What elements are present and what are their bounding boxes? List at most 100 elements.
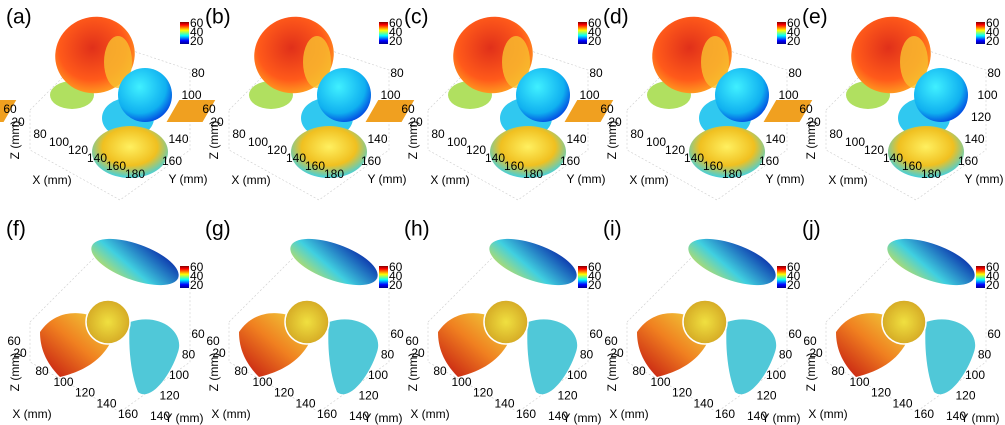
x-tick-label: 80: [829, 127, 843, 141]
bust-base: [291, 126, 367, 178]
z-tick-label: 20: [610, 346, 624, 360]
axes-box: [29, 251, 191, 413]
y-tick-label: 120: [557, 389, 577, 403]
colorbar: [180, 22, 189, 44]
colorbar-tick-label: 60: [389, 16, 403, 30]
z-axis-label: Z (mm): [207, 121, 221, 160]
orange-block: [564, 100, 614, 122]
x-tick-label: 80: [632, 364, 646, 378]
colorbar-tick-label: 20: [588, 34, 602, 48]
blade-blue: [489, 238, 577, 286]
y-axis-label: Y (mm): [367, 172, 406, 186]
z-tick-label: 20: [409, 115, 423, 129]
y-tick-label: 100: [965, 368, 985, 382]
z-tick-label: 20: [11, 115, 25, 129]
x-axis-label: X (mm): [410, 407, 449, 421]
x-tick-label: 120: [68, 143, 88, 157]
y-tick-label: 100: [579, 88, 599, 102]
blade-blue: [688, 238, 776, 286]
y-tick-label: 140: [747, 409, 767, 423]
x-tick-label: 120: [75, 386, 95, 400]
y-axis-label: Y (mm): [765, 172, 804, 186]
blade-cyan: [129, 319, 180, 395]
axes-box: [825, 39, 987, 201]
y-tick-label: 100: [778, 88, 798, 102]
x-tick-label: 140: [892, 396, 912, 410]
x-tick-label: 140: [87, 151, 107, 165]
y-tick-label: 140: [765, 132, 785, 146]
x-tick-label: 140: [684, 151, 704, 165]
x-tick-label: 120: [871, 386, 891, 400]
x-tick-label: 120: [267, 143, 287, 157]
panel-label: (j): [802, 218, 821, 241]
z-tick-label: 20: [807, 115, 821, 129]
y-tick-label: 140: [548, 409, 568, 423]
z-axis-label: Z (mm): [207, 353, 221, 392]
colorbar-tick-label: 60: [389, 260, 403, 274]
blade-blue: [887, 238, 975, 286]
y-tick-label: 140: [349, 409, 369, 423]
y-tick-label: 100: [181, 88, 201, 102]
z-tick-label: 20: [210, 115, 224, 129]
hub: [682, 299, 728, 345]
z-axis-label: Z (mm): [406, 353, 420, 392]
x-tick-label: 160: [106, 159, 126, 173]
y-tick-label: 80: [580, 348, 594, 362]
x-tick-label: 80: [831, 364, 845, 378]
x-tick-label: 160: [516, 407, 536, 421]
hub: [284, 299, 330, 345]
colorbar: [379, 22, 388, 44]
colorbar-tick-label: 60: [588, 16, 602, 30]
blade-cyan: [726, 319, 777, 395]
bust-base: [92, 126, 168, 178]
colorbar-tick-label: 40: [588, 25, 602, 39]
head-side: [104, 36, 132, 88]
colorbar-tick-label: 60: [787, 260, 801, 274]
colorbar-tick-label: 20: [986, 278, 1000, 292]
z-tick-label: 20: [608, 115, 622, 129]
colorbar-tick-label: 40: [190, 25, 204, 39]
x-tick-label: 180: [523, 167, 543, 181]
colorbar-tick-label: 60: [190, 260, 204, 274]
colorbar-tick-label: 40: [588, 269, 602, 283]
colorbar-tick-label: 40: [389, 269, 403, 283]
colorbar: [777, 266, 786, 288]
x-tick-label: 80: [35, 364, 49, 378]
colorbar-tick-label: 20: [389, 278, 403, 292]
x-tick-label: 120: [665, 143, 685, 157]
x-tick-label: 120: [274, 386, 294, 400]
x-tick-label: 80: [630, 127, 644, 141]
z-axis-label: Z (mm): [605, 121, 619, 160]
x-tick-label: 140: [96, 396, 116, 410]
colorbar-tick-label: 40: [389, 25, 403, 39]
blade-cyan: [328, 319, 379, 395]
y-tick-label: 160: [361, 154, 381, 168]
bust-head: [516, 68, 570, 122]
x-tick-label: 100: [845, 135, 865, 149]
z-axis-label: Z (mm): [406, 121, 420, 160]
colorbar-tick-label: 20: [588, 278, 602, 292]
x-axis-label: X (mm): [231, 173, 270, 187]
panel-label: (d): [603, 6, 629, 29]
colorbar-tick-label: 40: [986, 269, 1000, 283]
head-side: [900, 36, 928, 88]
x-tick-label: 160: [317, 407, 337, 421]
z-tick-label: 60: [3, 102, 17, 116]
z-axis-label: Z (mm): [605, 353, 619, 392]
x-axis-label: X (mm): [211, 407, 250, 421]
orange-block: [166, 100, 216, 122]
y-tick-label: 120: [971, 110, 991, 124]
head-side: [502, 36, 530, 88]
y-tick-label: 120: [756, 389, 776, 403]
x-tick-label: 100: [447, 135, 467, 149]
x-axis-label: X (mm): [430, 173, 469, 187]
y-tick-label: 80: [182, 348, 196, 362]
panel-label: (b): [205, 6, 231, 29]
y-axis-label: Y (mm): [761, 411, 800, 425]
y-tick-label: 120: [358, 389, 378, 403]
x-tick-label: 100: [53, 375, 73, 389]
blade-cyan: [527, 319, 578, 395]
